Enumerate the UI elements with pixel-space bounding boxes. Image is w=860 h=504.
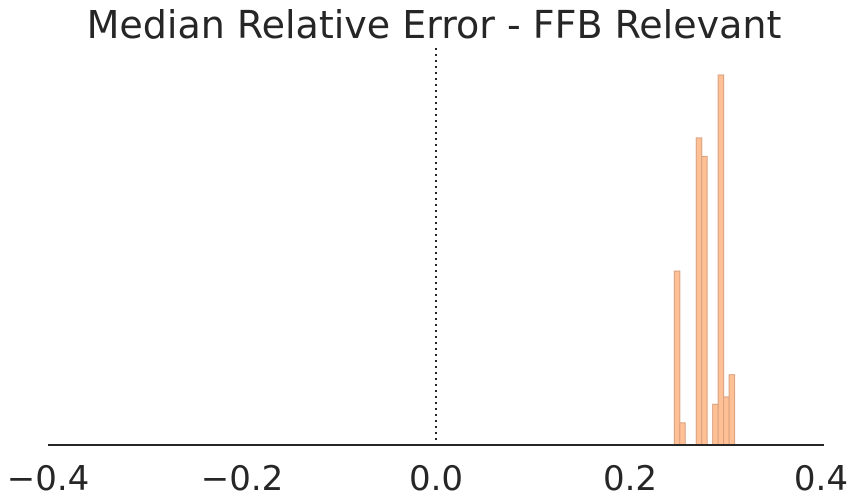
- histogram-bar-10: [728, 374, 736, 446]
- x-tick-label-2: 0.0: [409, 459, 463, 499]
- x-tick-label-0: −0.4: [7, 459, 90, 499]
- histogram-bar-7: [712, 403, 719, 446]
- x-axis-ticks: −0.4 −0.2 0.0 0.2 0.4: [7, 459, 848, 499]
- histogram-bar-8: [717, 74, 725, 446]
- histogram-bars: [673, 74, 736, 446]
- x-tick-label-4: 0.4: [794, 459, 848, 499]
- histogram-bar-5: [701, 155, 708, 446]
- histogram-bar-0: [673, 270, 681, 446]
- x-tick-label-3: 0.2: [603, 459, 657, 499]
- chart-title: Median Relative Error - FFB Relevant: [87, 3, 782, 47]
- histogram-bar-9: [723, 396, 730, 446]
- histogram-bar-4: [695, 137, 703, 446]
- histogram-bar-1: [679, 422, 686, 446]
- x-tick-label-1: −0.2: [201, 459, 284, 499]
